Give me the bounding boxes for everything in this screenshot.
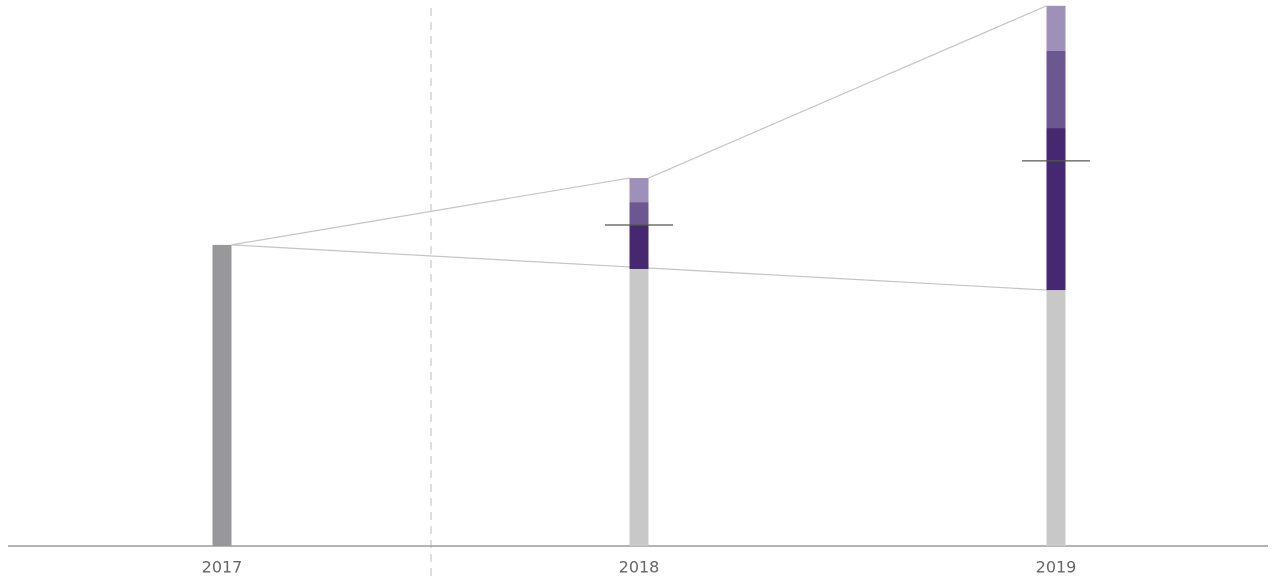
bar-segment	[212, 244, 232, 546]
bar-segment	[629, 268, 649, 546]
bar-segment	[1046, 5, 1066, 51]
bar-segment	[1046, 50, 1066, 129]
connector	[231, 177, 630, 246]
bar-segment	[629, 225, 649, 269]
bar-segment	[1046, 290, 1066, 546]
bar-segment	[1046, 128, 1066, 291]
x-tick-label: 2019	[1036, 558, 1077, 577]
bar-segment	[629, 202, 649, 226]
bar-segment	[629, 178, 649, 203]
x-tick-label: 2018	[619, 558, 660, 577]
connector	[648, 5, 1047, 179]
x-tick-label: 2017	[202, 558, 243, 577]
